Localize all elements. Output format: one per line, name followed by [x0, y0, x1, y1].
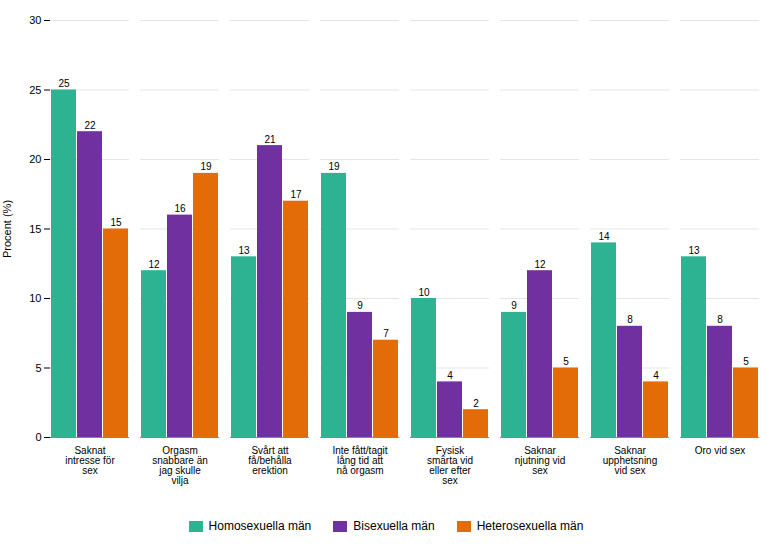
svg-text:10: 10 [418, 287, 430, 298]
svg-text:9: 9 [511, 300, 517, 311]
svg-text:14: 14 [598, 231, 610, 242]
svg-text:13: 13 [688, 245, 700, 256]
svg-text:25: 25 [29, 84, 41, 96]
svg-text:5: 5 [35, 362, 41, 374]
svg-text:12: 12 [148, 259, 160, 270]
svg-text:5: 5 [563, 356, 569, 367]
svg-text:Saknarupphetsningvid sex: Saknarupphetsningvid sex [603, 445, 658, 476]
svg-text:Svårt attfå/behållaerektion: Svårt attfå/behållaerektion [248, 445, 292, 476]
svg-text:Inte fått/tagitlång tid attnå: Inte fått/tagitlång tid attnå orgasm [332, 445, 387, 476]
svg-text:Oro vid sex: Oro vid sex [695, 445, 746, 456]
svg-text:16: 16 [174, 203, 186, 214]
svg-text:Saknatintresse försex: Saknatintresse försex [65, 445, 115, 476]
svg-text:9: 9 [357, 300, 363, 311]
svg-text:7: 7 [383, 328, 389, 339]
svg-text:4: 4 [447, 370, 453, 381]
svg-text:22: 22 [84, 120, 96, 131]
svg-text:19: 19 [328, 161, 340, 172]
svg-text:10: 10 [29, 292, 41, 304]
svg-text:12: 12 [534, 259, 546, 270]
svg-text:4: 4 [653, 370, 659, 381]
svg-text:Fysisksmärta videller eftersex: Fysisksmärta videller eftersex [427, 445, 473, 486]
svg-text:19: 19 [200, 161, 212, 172]
svg-text:5: 5 [743, 356, 749, 367]
svg-text:Saknarnjutning vidsex: Saknarnjutning vidsex [515, 445, 566, 476]
html-text:Bisexuella män: Bisexuella män [353, 519, 435, 533]
html-text:Homosexuella män: Homosexuella män [208, 519, 312, 533]
svg-text:17: 17 [290, 189, 302, 200]
svg-text:15: 15 [29, 223, 41, 235]
svg-text:15: 15 [110, 217, 122, 228]
svg-text:25: 25 [58, 78, 70, 89]
svg-text:30: 30 [29, 14, 41, 26]
svg-text:20: 20 [29, 153, 41, 165]
svg-text:0: 0 [35, 431, 41, 443]
svg-text:8: 8 [717, 314, 723, 325]
svg-text:8: 8 [627, 314, 633, 325]
html-text:Heterosexuella män: Heterosexuella män [476, 519, 584, 533]
svg-text:13: 13 [238, 245, 250, 256]
svg-text:Orgasmsnabbare änjag skullevil: Orgasmsnabbare änjag skullevilja [152, 445, 208, 486]
svg-text:Procent (%): Procent (%) [1, 200, 13, 258]
svg-text:21: 21 [264, 134, 276, 145]
svg-text:2: 2 [473, 398, 479, 409]
